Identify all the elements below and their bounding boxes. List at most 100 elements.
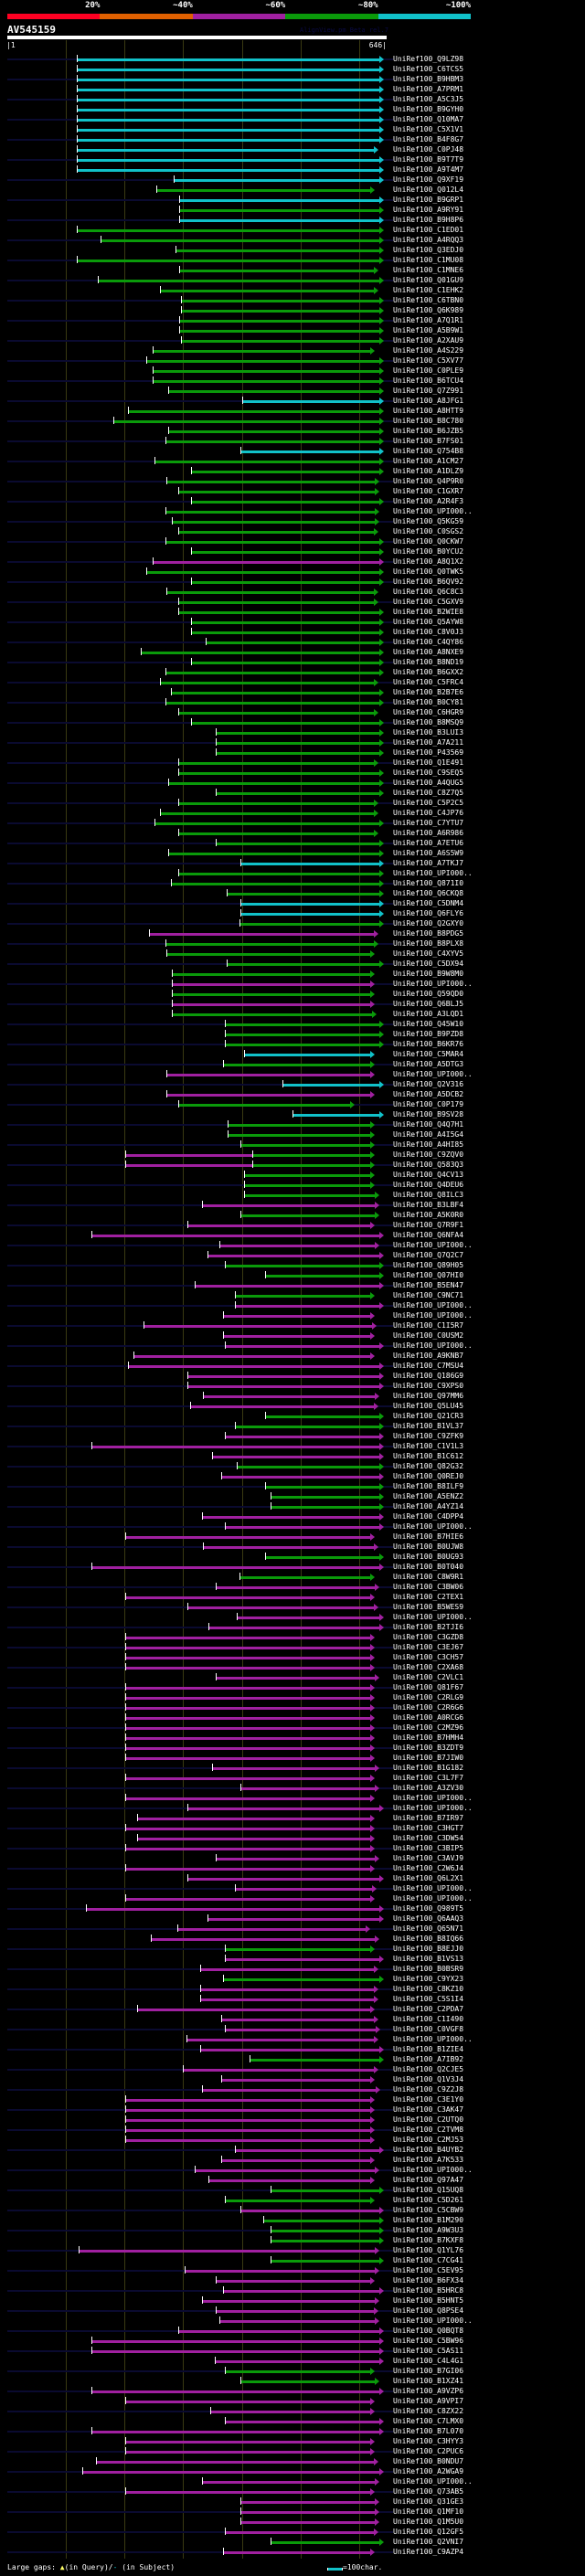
alignment-bar[interactable] [201,1204,376,1207]
hit-label[interactable]: UniRef100_B6FX34 [393,2276,464,2284]
alignment-bar[interactable] [178,873,379,875]
hit-label[interactable]: UniRef100_UPI000.. [393,1070,473,1078]
hit-label[interactable]: UniRef100_A9VPI7 [393,2397,464,2405]
hit-label[interactable]: UniRef100_B0UJW8 [393,1542,464,1551]
alignment-bar[interactable] [215,792,379,795]
hit-label[interactable]: UniRef100_Q2GXY0 [393,919,464,928]
hit-label[interactable]: UniRef100_C8W9R1 [393,1573,464,1581]
alignment-bar[interactable] [91,1566,379,1569]
hit-label[interactable]: UniRef100_A0RCG6 [393,1713,464,1722]
hit-label[interactable]: UniRef100_C6TCS5 [393,65,464,73]
hit-label[interactable]: UniRef100_C0USM2 [393,1331,464,1340]
alignment-bar[interactable] [239,903,379,906]
alignment-bar[interactable] [172,521,376,524]
alignment-bar[interactable] [190,551,379,554]
hit-label[interactable]: UniRef100_UPI000.. [393,1241,473,1249]
alignment-bar[interactable] [186,1807,379,1810]
hit-label[interactable]: UniRef100_Q4CV13 [393,1171,464,1179]
hit-label[interactable]: UniRef100_Q6BLJ5 [393,1000,464,1008]
alignment-bar[interactable] [186,1375,379,1378]
alignment-bar[interactable] [178,611,379,614]
hit-label[interactable]: UniRef100_A5DTG3 [393,1060,464,1068]
hit-label[interactable]: UniRef100_A3LQD1 [393,1010,464,1018]
alignment-bar[interactable] [226,893,379,896]
hit-label[interactable]: UniRef100_A2R4F3 [393,497,464,505]
alignment-bar[interactable] [178,2330,379,2333]
hit-label[interactable]: UniRef100_C3HGT7 [393,1824,464,1832]
alignment-bar[interactable] [76,119,379,122]
alignment-bar[interactable] [145,360,379,363]
hit-label[interactable]: UniRef100_C8ZX22 [393,2407,464,2415]
alignment-bar[interactable] [165,591,375,594]
alignment-bar[interactable] [178,320,379,323]
hit-label[interactable]: UniRef100_B1XZ41 [393,2377,464,2385]
hit-label[interactable]: UniRef100_C9NC71 [393,1291,464,1299]
alignment-bar[interactable] [239,863,379,865]
alignment-bar[interactable] [271,2240,379,2242]
alignment-bar[interactable] [86,1908,379,1911]
alignment-bar[interactable] [200,1998,375,2001]
hit-label[interactable]: UniRef100_C1MU08 [393,256,464,264]
alignment-bar[interactable] [165,511,376,514]
hit-label[interactable]: UniRef100_Q01GU9 [393,276,464,284]
hit-label[interactable]: UniRef100_B7L070 [393,2427,464,2435]
alignment-bar[interactable] [186,1224,370,1227]
alignment-bar[interactable] [178,199,379,202]
alignment-bar[interactable] [178,531,375,534]
hit-label[interactable]: UniRef100_A4I5G4 [393,1130,464,1139]
hit-label[interactable]: UniRef100_C3BIP5 [393,1844,464,1852]
hit-label[interactable]: UniRef100_B0NDU7 [393,2457,464,2465]
hit-label[interactable]: UniRef100_C5BW96 [393,2337,464,2345]
hit-label[interactable]: UniRef100_Q6K989 [393,306,464,314]
hit-label[interactable]: UniRef100_Q6L2X1 [393,1874,464,1882]
alignment-bar[interactable] [252,1164,370,1167]
hit-label[interactable]: UniRef100_C2R6G6 [393,1703,464,1712]
hit-label[interactable]: UniRef100_Q6AAQ3 [393,1914,464,1923]
alignment-bar[interactable] [190,631,379,634]
alignment-bar[interactable] [127,1365,379,1368]
hit-label[interactable]: UniRef100_A7K533 [393,2156,464,2164]
hit-label[interactable]: UniRef100_C1GXR7 [393,487,464,495]
hit-label[interactable]: UniRef100_Q9LZ98 [393,55,464,63]
alignment-bar[interactable] [243,1174,370,1177]
alignment-bar[interactable] [178,270,375,272]
alignment-bar[interactable] [124,2129,370,2132]
hit-label[interactable]: UniRef100_A9RY91 [393,206,464,214]
alignment-bar[interactable] [124,2491,370,2494]
alignment-bar[interactable] [226,963,379,966]
hit-label[interactable]: UniRef100_B7KXF8 [393,2236,464,2244]
alignment-bar[interactable] [264,1275,379,1277]
hit-label[interactable]: UniRef100_C2W6J4 [393,1864,464,1872]
alignment-bar[interactable] [124,1797,370,1800]
hit-label[interactable]: UniRef100_Q2CJE5 [393,2065,464,2073]
alignment-bar[interactable] [264,1486,379,1489]
alignment-bar[interactable] [225,1345,379,1348]
alignment-bar[interactable] [225,2029,377,2031]
alignment-bar[interactable] [124,1898,370,1901]
alignment-bar[interactable] [165,702,379,705]
alignment-bar[interactable] [271,2230,379,2232]
hit-label[interactable]: UniRef100_B0CY81 [393,698,464,706]
hit-label[interactable]: UniRef100_C9SEQ5 [393,769,464,777]
hit-label[interactable]: UniRef100_C2UTQ0 [393,2115,464,2124]
alignment-bar[interactable] [221,2019,375,2021]
hit-label[interactable]: UniRef100_C3E1Y0 [393,2095,464,2104]
hit-label[interactable]: UniRef100_UPI000.. [393,1884,473,1892]
hit-label[interactable]: UniRef100_B7IR97 [393,1814,464,1822]
alignment-bar[interactable] [215,742,379,745]
hit-label[interactable]: UniRef100_C2TVM8 [393,2125,464,2134]
hit-label[interactable]: UniRef100_A2XAU9 [393,336,464,345]
alignment-bar[interactable] [243,1184,370,1187]
hit-label[interactable]: UniRef100_C3BW06 [393,1583,464,1591]
hit-label[interactable]: UniRef100_B6KR76 [393,1040,464,1048]
alignment-bar[interactable] [124,1657,370,1659]
alignment-bar[interactable] [165,672,379,674]
alignment-bar[interactable] [208,2179,370,2182]
alignment-bar[interactable] [165,481,376,483]
hit-label[interactable]: UniRef100_C9AZP4 [393,2548,464,2556]
alignment-bar[interactable] [201,2300,376,2303]
hit-label[interactable]: UniRef100_C4XYV5 [393,949,464,958]
alignment-bar[interactable] [98,280,379,282]
alignment-bar[interactable] [124,1848,370,1850]
alignment-bar[interactable] [178,601,375,604]
